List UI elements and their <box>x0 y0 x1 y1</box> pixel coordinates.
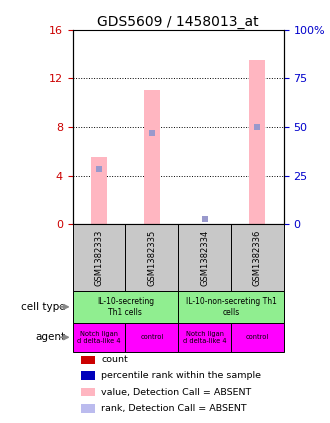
Bar <box>249 60 265 224</box>
Text: IL-10-non-secreting Th1
cells: IL-10-non-secreting Th1 cells <box>185 297 277 316</box>
Bar <box>73 323 125 352</box>
Text: percentile rank within the sample: percentile rank within the sample <box>101 371 261 380</box>
Text: count: count <box>101 355 128 364</box>
Text: GSM1382334: GSM1382334 <box>200 230 209 286</box>
Bar <box>81 404 95 413</box>
Text: Notch ligan
d delta-like 4: Notch ligan d delta-like 4 <box>77 331 121 343</box>
Bar <box>73 224 125 291</box>
Bar <box>178 323 231 352</box>
Bar <box>178 224 231 291</box>
Text: Notch ligan
d delta-like 4: Notch ligan d delta-like 4 <box>183 331 226 343</box>
Bar <box>81 371 95 379</box>
Bar <box>81 387 95 396</box>
Bar <box>125 224 178 291</box>
Text: GSM1382333: GSM1382333 <box>94 229 104 286</box>
Title: GDS5609 / 1458013_at: GDS5609 / 1458013_at <box>97 14 259 29</box>
Bar <box>178 291 284 323</box>
Text: agent: agent <box>36 332 66 342</box>
Text: GSM1382335: GSM1382335 <box>147 230 156 286</box>
Text: rank, Detection Call = ABSENT: rank, Detection Call = ABSENT <box>101 404 247 413</box>
Bar <box>91 157 107 224</box>
Bar <box>144 91 160 224</box>
Bar <box>73 291 178 323</box>
Text: value, Detection Call = ABSENT: value, Detection Call = ABSENT <box>101 387 251 396</box>
Bar <box>231 323 284 352</box>
Bar <box>231 224 284 291</box>
Text: cell type: cell type <box>21 302 66 312</box>
Text: GSM1382336: GSM1382336 <box>253 229 262 286</box>
Text: IL-10-secreting
Th1 cells: IL-10-secreting Th1 cells <box>97 297 154 316</box>
Text: control: control <box>140 334 163 340</box>
Bar <box>81 356 95 364</box>
Bar <box>125 323 178 352</box>
Text: control: control <box>246 334 269 340</box>
